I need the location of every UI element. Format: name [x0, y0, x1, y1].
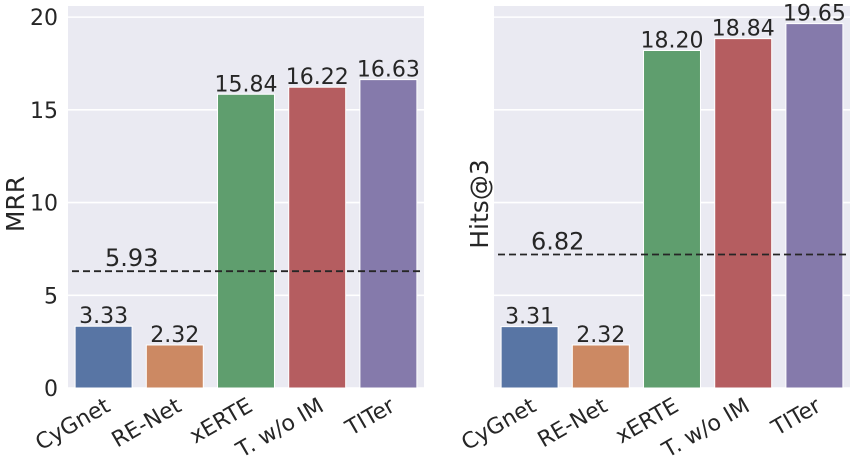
bar — [643, 50, 701, 389]
bar — [785, 23, 844, 389]
x-tick-label: CyGnet — [31, 393, 114, 456]
bar — [500, 326, 559, 389]
y-tick-label: 0 — [44, 377, 58, 402]
bar-value-label: 19.65 — [783, 2, 846, 27]
y-tick-label: 15 — [30, 99, 58, 124]
bar-value-label: 3.33 — [79, 304, 128, 329]
x-tick-label: RE-Net — [108, 393, 186, 453]
bar-value-label: 18.20 — [641, 29, 704, 54]
bar — [359, 79, 418, 389]
y-tick-label: 10 — [30, 192, 58, 217]
x-tick-label: TITer — [767, 393, 826, 442]
bar — [74, 325, 133, 389]
bar-value-label: 2.32 — [150, 323, 199, 348]
reference-line-label: 6.82 — [531, 227, 584, 255]
bar-value-label: 3.31 — [505, 305, 554, 330]
x-tick-label: RE-Net — [534, 393, 612, 453]
reference-line-label: 5.93 — [105, 244, 158, 272]
bar — [217, 93, 275, 389]
bar-value-label: 16.63 — [357, 58, 420, 83]
y-tick-label: 5 — [44, 284, 58, 309]
chart-panel-1: 051015203.33CyGnet2.32RE-Net15.84xERTE16… — [1, 6, 424, 464]
y-tick-label: 20 — [30, 6, 58, 31]
bar-value-label: 16.22 — [286, 65, 349, 90]
y-axis-title: MRR — [1, 176, 30, 232]
bar — [288, 86, 347, 389]
x-tick-label: TITer — [341, 393, 400, 442]
bar — [571, 344, 630, 389]
bar-value-label: 2.32 — [576, 323, 625, 348]
y-axis-title: Hits@3 — [465, 159, 494, 248]
bar-value-label: 18.84 — [712, 17, 775, 42]
x-tick-label: CyGnet — [457, 393, 540, 456]
bar-value-label: 15.84 — [215, 72, 278, 97]
bar — [714, 38, 773, 389]
bar — [145, 344, 204, 389]
